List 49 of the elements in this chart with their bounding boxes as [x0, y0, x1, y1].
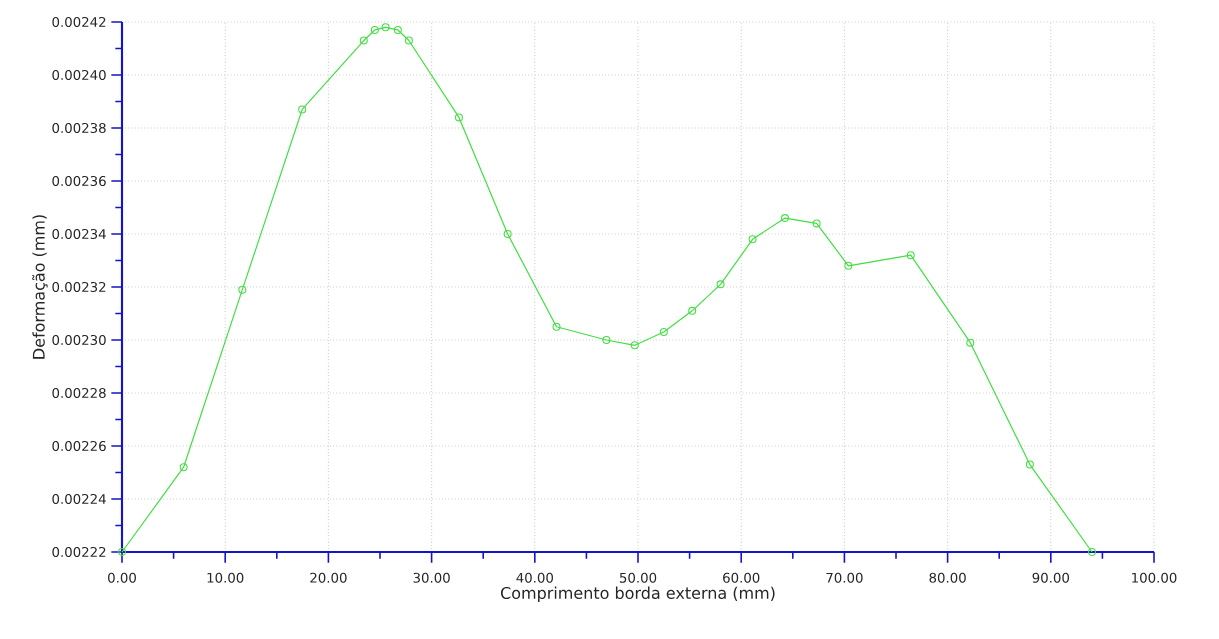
point [393, 25, 402, 34]
point [503, 229, 512, 239]
point [298, 105, 307, 114]
x-tick-label: 70.00 [826, 572, 863, 583]
point [602, 335, 611, 345]
x-tick-label: 50.00 [619, 572, 657, 583]
x-tick-label: 100.00 [1132, 572, 1177, 583]
point [716, 280, 725, 289]
y-tick-label: 0.00232 [52, 281, 106, 293]
point [454, 113, 463, 122]
x-tick-label: 40.00 [516, 572, 554, 583]
x-tick-label: 10.00 [207, 572, 244, 583]
point [552, 322, 561, 331]
y-tick-label: 0.00226 [52, 440, 106, 452]
y-tick-label: 0.00224 [52, 493, 106, 505]
y-tick-label: 0.00228 [52, 387, 106, 399]
point [359, 36, 368, 45]
point [748, 235, 757, 244]
point [659, 328, 668, 337]
y-tick-label: 0.00238 [52, 122, 106, 134]
point [844, 261, 853, 270]
point [238, 285, 247, 294]
point [404, 36, 413, 45]
point [370, 25, 379, 34]
point [906, 251, 915, 260]
y-tick-label: 0.00234 [52, 228, 106, 240]
y-tick-label: 0.00230 [52, 334, 106, 346]
x-axis-title: Comprimento borda externa (mm) [500, 586, 775, 603]
point [780, 214, 789, 223]
x-tick-label: 80.00 [929, 572, 966, 583]
point [179, 463, 188, 472]
point [688, 306, 697, 315]
y-axis-title: Deformação (mm) [32, 215, 48, 359]
y-tick-label: 0.00240 [52, 69, 106, 81]
point [966, 338, 975, 347]
point [381, 23, 390, 32]
x-tick-label: 60.00 [723, 572, 760, 583]
y-tick-label: 0.00236 [52, 175, 106, 187]
point [117, 547, 127, 557]
x-tick-label: 0.00 [108, 572, 136, 583]
y-tick-label: 0.00242 [52, 16, 106, 28]
point [630, 341, 639, 350]
x-tick-label: 20.00 [310, 572, 347, 583]
y-tick-label: 0.00222 [52, 546, 106, 558]
x-tick-label: 90.00 [1032, 572, 1070, 583]
x-tick-label: 30.00 [413, 572, 450, 583]
point [1025, 460, 1034, 469]
point [1087, 547, 1096, 557]
point [812, 219, 821, 228]
